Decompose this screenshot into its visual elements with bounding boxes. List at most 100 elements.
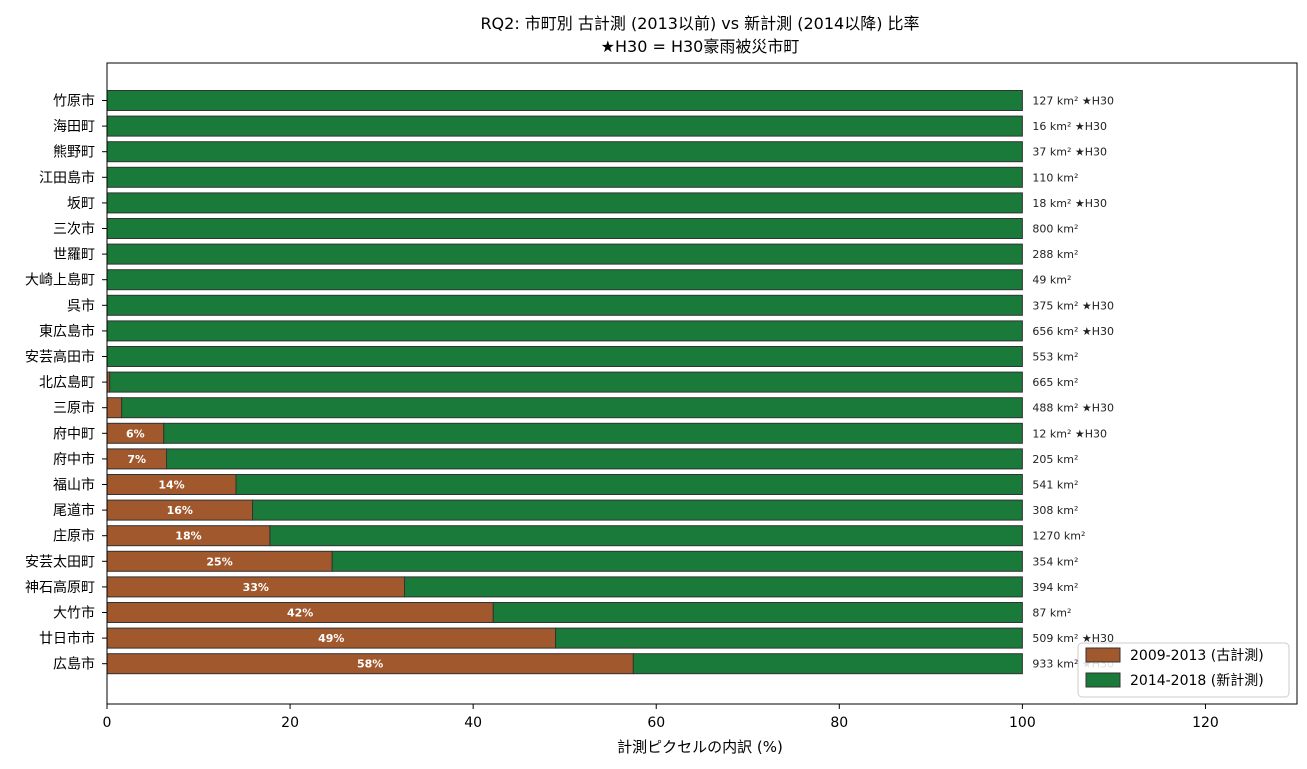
area-annotation-21: 509 km² ★H30 (1032, 632, 1114, 645)
bar-new-9 (106, 320, 1023, 342)
area-annotation-13: 12 km² ★H30 (1032, 427, 1107, 440)
area-annotation-12: 488 km² ★H30 (1032, 402, 1114, 415)
x-axis-label: 計測ピクセルの内訳 (%) (617, 738, 783, 756)
y-tick-label-9: 東広島市 (39, 323, 95, 340)
area-annotation-4: 18 km² ★H30 (1032, 197, 1107, 210)
y-tick-label-6: 世羅町 (53, 247, 95, 263)
area-annotation-14: 205 km² (1032, 453, 1078, 466)
y-tick-label-2: 熊野町 (53, 145, 95, 161)
bar-new-21 (555, 627, 1023, 649)
area-annotation-5: 800 km² (1032, 223, 1078, 236)
area-annotation-0: 127 km² ★H30 (1032, 95, 1114, 108)
area-annotation-20: 87 km² (1032, 607, 1071, 620)
x-axis: 0 20 40 60 80 100 120 (103, 704, 1219, 731)
y-tick-label-7: 大崎上島町 (25, 273, 95, 289)
y-axis: 竹原市海田町熊野町江田島市坂町三次市世羅町大崎上島町呉市東広島市安芸高田市北広島… (25, 93, 107, 673)
y-tick-label-17: 庄原市 (53, 528, 95, 545)
legend-swatch-1 (1085, 672, 1121, 688)
y-tick-label-5: 三次市 (53, 221, 95, 238)
y-tick-label-10: 安芸高田市 (25, 349, 95, 366)
pct-label-15: 14% (158, 479, 184, 492)
y-tick-label-11: 北広島町 (39, 375, 95, 391)
bars-group: 6% 7% 14% 16% 18% 25% 33% 42% 49% 58% (106, 90, 1023, 675)
bar-old-12 (106, 397, 123, 419)
area-annotation-3: 110 km² (1032, 171, 1078, 184)
bar-new-10 (106, 346, 1023, 367)
x-tick-label-5: 100 (1009, 715, 1036, 731)
legend-box (1077, 642, 1290, 698)
bar-new-7 (106, 269, 1023, 291)
pct-label-19: 33% (243, 581, 269, 594)
y-tick-label-16: 尾道市 (53, 502, 95, 519)
legend-swatch-0 (1085, 647, 1121, 663)
y-tick-label-22: 広島市 (53, 656, 95, 673)
y-tick-label-1: 海田町 (53, 119, 95, 135)
legend-label-1: 2014-2018 (新計測) (1130, 673, 1264, 689)
y-tick-label-20: 大竹市 (53, 605, 95, 622)
pct-label-22: 58% (357, 658, 383, 671)
x-tick-label-4: 80 (830, 715, 848, 731)
pct-label-16: 16% (167, 504, 193, 517)
bar-new-0 (106, 90, 1023, 111)
bar-new-8 (106, 294, 1023, 316)
area-annotation-8: 375 km² ★H30 (1032, 299, 1114, 312)
bar-new-2 (106, 141, 1023, 163)
pct-label-13: 6% (126, 427, 145, 440)
y-tick-label-15: 福山市 (53, 477, 95, 494)
bar-new-1 (106, 115, 1023, 137)
pct-label-14: 7% (127, 453, 146, 466)
x-tick-label-3: 60 (647, 715, 665, 731)
area-annotation-18: 354 km² (1032, 555, 1078, 568)
y-tick-label-19: 神石高原町 (25, 579, 95, 596)
area-annotation-2: 37 km² ★H30 (1032, 146, 1107, 159)
area-annotation-10: 553 km² (1032, 351, 1078, 364)
plot-frame (106, 62, 1298, 705)
area-annotation-15: 541 km² (1032, 479, 1078, 492)
legend-label-0: 2009-2013 (古計測) (1130, 648, 1264, 664)
bar-new-17 (269, 525, 1023, 547)
bar-new-4 (106, 192, 1023, 214)
area-annotation-17: 1270 km² (1032, 530, 1085, 543)
area-annotation-11: 665 km² (1032, 376, 1078, 389)
bar-new-22 (632, 653, 1023, 675)
bar-new-11 (109, 371, 1023, 393)
y-tick-label-13: 府中町 (53, 426, 95, 442)
bar-new-20 (492, 602, 1023, 623)
bar-new-6 (106, 243, 1023, 265)
area-annotation-6: 288 km² (1032, 248, 1078, 261)
bar-new-18 (331, 550, 1023, 572)
bar-new-5 (106, 218, 1023, 239)
y-tick-label-14: 府中市 (53, 451, 95, 468)
x-tick-label-0: 0 (103, 715, 112, 731)
pct-label-17: 18% (175, 530, 201, 543)
area-annotation-1: 16 km² ★H30 (1032, 120, 1107, 133)
y-tick-label-3: 江田島市 (39, 169, 95, 186)
y-tick-label-21: 廿日市市 (39, 630, 95, 647)
y-tick-label-4: 坂町 (67, 196, 95, 212)
y-tick-label-18: 安芸太田町 (25, 554, 95, 570)
bar-new-3 (106, 166, 1023, 188)
bar-new-19 (404, 576, 1023, 598)
x-tick-label-2: 40 (464, 715, 482, 731)
bar-new-14 (166, 448, 1023, 470)
pct-label-21: 49% (318, 632, 344, 645)
pct-label-20: 42% (287, 607, 313, 620)
bar-new-12 (121, 397, 1023, 419)
x-tick-label-1: 20 (281, 715, 299, 731)
chart-title: RQ2: 市町別 古計測 (2013以前) vs 新計測 (2014以降) 比率 (480, 14, 919, 33)
bar-new-15 (235, 474, 1023, 495)
legend: 2009-2013 (古計測) 2014-2018 (新計測) (1077, 642, 1290, 698)
area-annotation-16: 308 km² (1032, 504, 1078, 517)
bar-new-16 (252, 499, 1023, 521)
pct-label-18: 25% (206, 555, 232, 568)
y-tick-label-8: 呉市 (67, 297, 95, 314)
chart-subtitle: ★H30 = H30豪雨被災市町 (601, 37, 800, 56)
y-tick-label-12: 三原市 (53, 400, 95, 417)
x-tick-label-6: 120 (1192, 715, 1219, 731)
area-annotation-7: 49 km² (1032, 274, 1071, 287)
area-annotation-9: 656 km² ★H30 (1032, 325, 1114, 338)
bar-new-13 (163, 422, 1023, 444)
annotations-group: 127 km² ★H30 16 km² ★H30 37 km² ★H30 110 km… (1032, 95, 1114, 671)
area-annotation-19: 394 km² (1032, 581, 1078, 594)
